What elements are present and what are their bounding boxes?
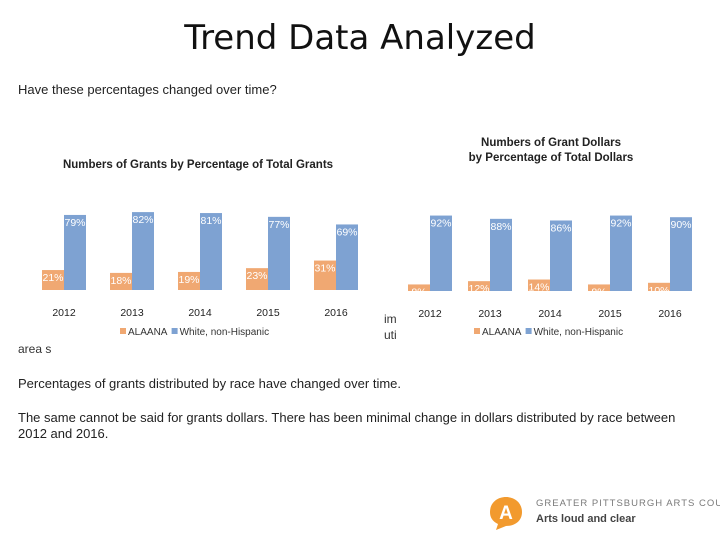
chart1-legend-swatch-alaana (120, 328, 126, 334)
chart1-legend-label-alaana: ALAANA (128, 327, 168, 338)
chart1-title: Numbers of Grants by Percentage of Total… (63, 159, 333, 171)
chart1-data-label-white-2015: 77% (268, 219, 289, 231)
chart1-bar-white-2014 (200, 213, 222, 290)
chart2-title-line-1: Numbers of Grant Dollars (481, 137, 621, 149)
chart2-bar-white-2015 (610, 215, 632, 291)
chart1-category-label-2014: 2014 (188, 307, 212, 319)
chart1-data-label-white-2014: 81% (200, 215, 221, 227)
chart2-category-label-2015: 2015 (598, 308, 622, 320)
chart2-bar-alaana-2015 (588, 284, 610, 291)
chart2-data-label-white-2015: 92% (610, 218, 631, 230)
chart2-legend-label-alaana: ALAANA (482, 327, 522, 338)
chart2-bar-alaana-2014 (528, 279, 550, 291)
chart2-category-label-2014: 2014 (538, 308, 562, 320)
chart1-data-label-alaana-2012: 21% (42, 272, 63, 284)
text-fragment-uti: uti (384, 328, 397, 342)
chart2-data-label-alaana-2016: 10% (648, 285, 669, 297)
bottom-text-grants: Percentages of grants distributed by rac… (18, 376, 401, 391)
chart1-bar-white-2013 (132, 212, 154, 290)
chart1-category-label-2015: 2015 (256, 307, 280, 319)
chart2-bar-white-2012 (430, 215, 452, 291)
chart2-data-label-alaana-2015: 8% (591, 286, 606, 298)
chart2-category-label-2016: 2016 (658, 308, 682, 320)
chart2-bar-white-2013 (490, 218, 512, 291)
chart1-legend-swatch-white (171, 328, 178, 334)
chart1-bar-white-2012 (64, 214, 86, 290)
chart2-data-label-white-2014: 86% (550, 222, 571, 234)
chart1-bar-white-2015 (268, 216, 290, 290)
chart1-bar-alaana-2013 (110, 272, 132, 290)
chart2-bar-alaana-2012 (408, 284, 430, 291)
chart1-data-label-alaana-2013: 18% (110, 275, 131, 287)
chart1-data-label-alaana-2015: 23% (246, 270, 267, 282)
chart1-category-label-2013: 2013 (120, 307, 144, 319)
chart1-category-label-2016: 2016 (324, 307, 348, 319)
chart1-category-label-2012: 2012 (52, 307, 76, 319)
chart1-legend-label-white: White, non-Hispanic (180, 327, 269, 338)
chart1-data-label-white-2016: 69% (336, 226, 357, 238)
chart2-data-label-white-2016: 90% (670, 219, 691, 231)
chart2-data-label-alaana-2013: 12% (468, 283, 489, 295)
chart2-data-label-alaana-2014: 14% (528, 282, 549, 294)
chart1-bar-white-2016 (336, 224, 358, 290)
chart1-data-label-white-2012: 79% (64, 217, 85, 229)
chart1-bar-alaana-2014 (178, 271, 200, 290)
chart2-bar-white-2016 (670, 217, 692, 291)
page-title: Trend Data Analyzed (184, 18, 536, 58)
chart2-data-label-white-2012: 92% (430, 218, 451, 230)
charts-area: Numbers of Grants by Percentage of Total… (42, 137, 692, 338)
chart1-bar-alaana-2016 (314, 260, 336, 290)
chart1-data-label-white-2013: 82% (132, 214, 153, 226)
chart2-data-label-white-2013: 88% (490, 221, 511, 233)
chart2-bar-alaana-2016 (648, 282, 670, 291)
logo-top-text: GREATER PITTSBURGH ARTS COUNCIL (536, 498, 720, 509)
gpac-logo: A GREATER PITTSBURGH ARTS COUNCIL Arts l… (484, 494, 720, 534)
page-subtitle: Have these percentages changed over time… (18, 82, 277, 97)
chart2-category-label-2012: 2012 (418, 308, 442, 320)
chart2-legend-swatch-white (525, 328, 532, 334)
bottom-text-dollars: The same cannot be said for grants dolla… (18, 410, 676, 441)
text-fragment-im: im (384, 312, 397, 326)
chart2-bar-alaana-2013 (468, 281, 490, 291)
chart2-bar-white-2014 (550, 220, 572, 291)
chart2-category-label-2013: 2013 (478, 308, 502, 320)
chart2-data-label-alaana-2012: 8% (411, 286, 426, 298)
chart1-data-label-alaana-2016: 31% (314, 263, 335, 275)
logo-bottom-text: Arts loud and clear (536, 513, 636, 525)
chart2-legend-label-white: White, non-Hispanic (534, 327, 623, 338)
logo-mark-icon: A (490, 497, 522, 530)
chart1-bar-alaana-2012 (42, 270, 64, 290)
chart1-bar-alaana-2015 (246, 268, 268, 290)
text-fragment-area: area s (18, 342, 52, 356)
chart1-data-label-alaana-2014: 19% (178, 274, 199, 286)
chart2-legend-swatch-alaana (474, 328, 480, 334)
svg-text:A: A (499, 503, 513, 524)
chart2-title-line-2: by Percentage of Total Dollars (469, 152, 634, 164)
